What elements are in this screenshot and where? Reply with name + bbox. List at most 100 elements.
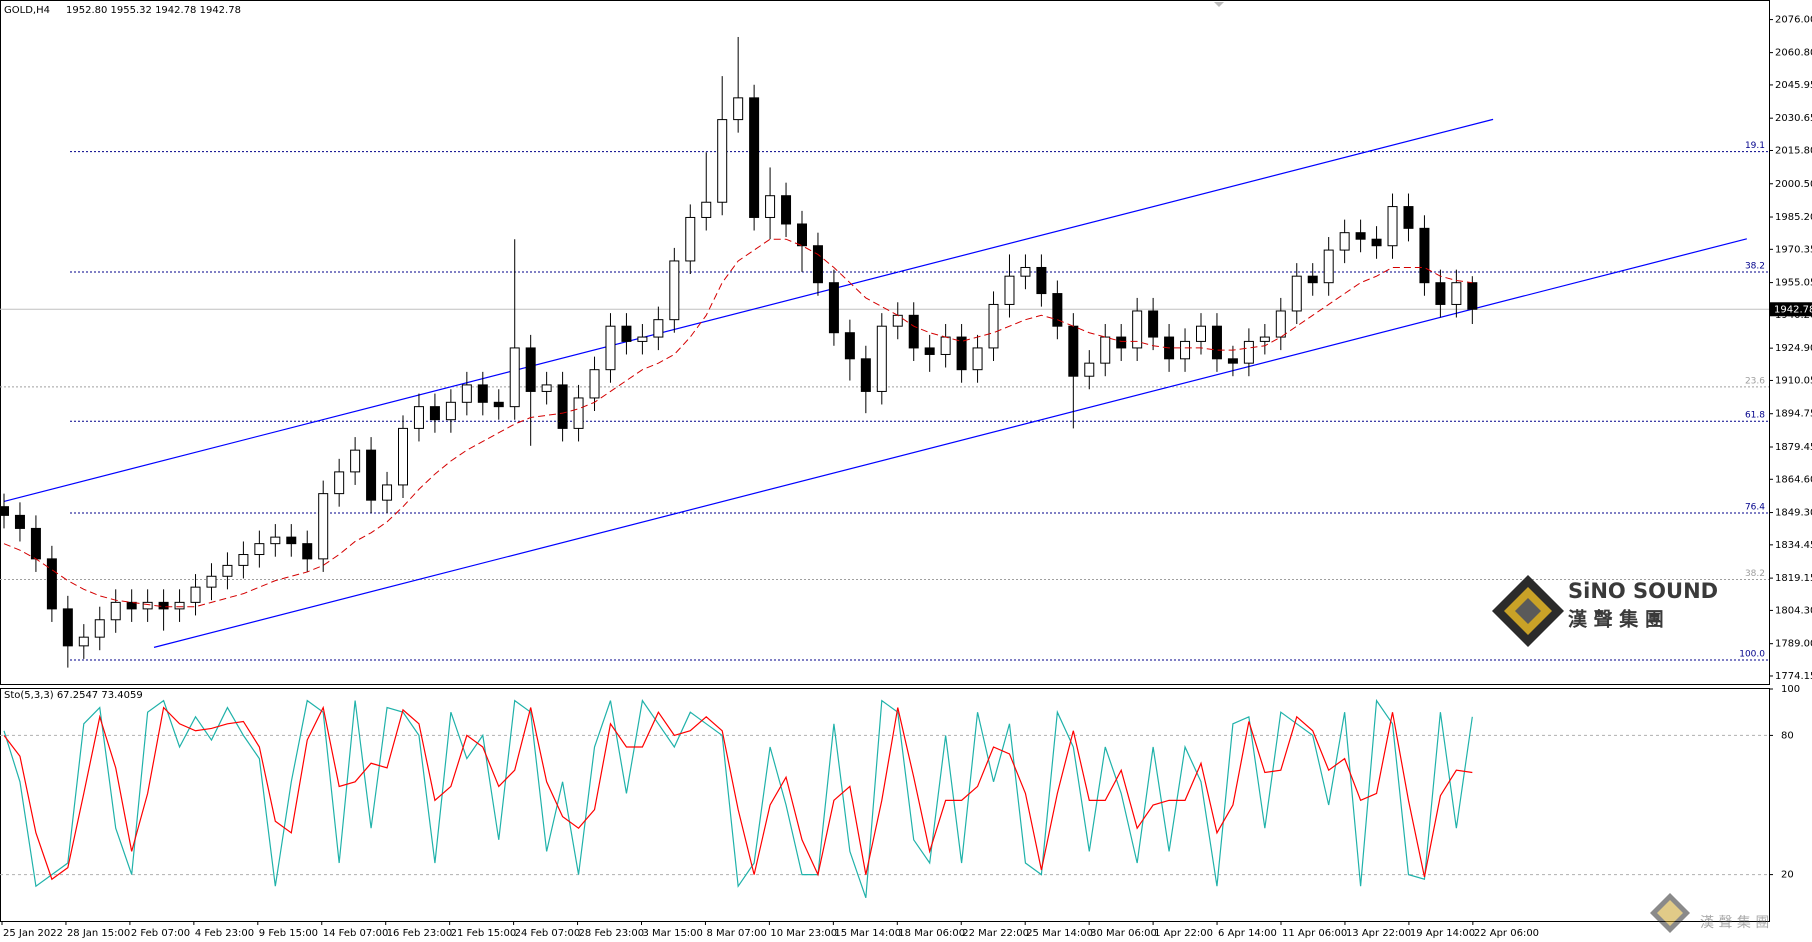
- time-label: 21 Feb 15:00: [451, 928, 517, 939]
- candle-body: [254, 543, 265, 556]
- time-label: 2 Feb 07:00: [131, 928, 190, 939]
- indicator-title: Sto(5,3,3) 67.2547 73.4059: [4, 690, 143, 701]
- indicator-tick-label: 20: [1781, 870, 1794, 881]
- level-label: 19.1: [1745, 141, 1765, 151]
- candle-body: [525, 347, 536, 392]
- moving-average: [3, 238, 1473, 608]
- candle-body: [1227, 358, 1238, 364]
- y-tick-label: 1879.45: [1775, 442, 1812, 453]
- candle-body: [1355, 232, 1366, 240]
- watermark: 漢 聲 集 團: [1650, 893, 1769, 933]
- candle-body: [1243, 340, 1254, 364]
- candle-body: [1307, 275, 1318, 284]
- time-label: 30 Mar 06:00: [1090, 928, 1157, 939]
- candle-body: [1196, 325, 1206, 342]
- time-label: 13 Apr 22:00: [1346, 928, 1411, 939]
- candle-body: [1084, 362, 1095, 377]
- candle-body: [1100, 336, 1111, 364]
- time-label: 9 Feb 15:00: [259, 928, 318, 939]
- candle-body: [781, 195, 792, 225]
- ohlc-values: 1952.80 1955.32 1942.78 1942.78: [66, 5, 241, 16]
- candle-body: [1387, 206, 1398, 247]
- candle-body: [509, 347, 520, 408]
- candle-body: [366, 449, 377, 501]
- candle-body: [972, 347, 983, 371]
- level-label: 38.2: [1745, 262, 1765, 272]
- candle-body: [940, 336, 951, 355]
- indicator-tick-label: 100: [1781, 684, 1800, 695]
- candle-body: [1068, 325, 1079, 377]
- candle-body: [286, 536, 297, 545]
- candle-body: [1211, 325, 1222, 360]
- time-label: 14 Feb 07:00: [323, 928, 389, 939]
- candle-body: [94, 619, 105, 638]
- candle-body: [318, 493, 329, 560]
- candle-body: [1004, 275, 1015, 305]
- y-tick-label: 1924.90: [1775, 343, 1812, 354]
- candle-body: [621, 325, 632, 342]
- shift-marker: [1214, 2, 1224, 7]
- candle-body: [1116, 336, 1127, 349]
- candle-body: [493, 401, 504, 408]
- candle-body: [1020, 266, 1031, 277]
- candle-body: [174, 601, 185, 610]
- candle-body: [445, 401, 456, 421]
- candle-body: [429, 406, 440, 421]
- logo-diamond-core: [1515, 598, 1541, 624]
- candle-body: [0, 506, 9, 516]
- candle-body: [1467, 282, 1478, 310]
- candle-body: [765, 195, 776, 218]
- candle-body: [1036, 266, 1047, 295]
- y-tick-label: 1910.05: [1775, 375, 1812, 386]
- candle-body: [828, 282, 839, 334]
- y-tick-label: 1774.15: [1775, 671, 1812, 682]
- symbol-title: GOLD,H4: [4, 5, 50, 16]
- level-label: 23.6: [1745, 376, 1765, 386]
- candle-body: [749, 97, 760, 218]
- time-label: 22 Mar 22:00: [962, 928, 1029, 939]
- stochastic-k: [3, 698, 1473, 898]
- candle-body: [477, 384, 488, 403]
- candle-body: [797, 223, 807, 247]
- candle-body: [398, 427, 408, 486]
- candle-body: [270, 536, 281, 545]
- candle-body: [1148, 310, 1159, 338]
- time-label: 18 Mar 06:00: [898, 928, 965, 939]
- time-label: 19 Apr 14:00: [1410, 928, 1475, 939]
- candle-body: [1371, 238, 1382, 247]
- candle-body: [350, 449, 361, 473]
- watermark-diamond-inner: [1657, 900, 1683, 926]
- candle-body: [1180, 340, 1191, 360]
- candle-body: [860, 358, 871, 392]
- candle-body: [1052, 293, 1063, 327]
- y-tick-label: 1789.00: [1775, 639, 1812, 650]
- candle-body: [382, 484, 393, 501]
- candle-body: [844, 332, 855, 360]
- candle-body: [685, 216, 696, 262]
- y-tick-label: 2015.80: [1775, 145, 1812, 156]
- candle-body: [892, 314, 903, 327]
- time-label: 28 Jan 15:00: [67, 928, 130, 939]
- candle-body: [1339, 232, 1350, 251]
- y-tick-label: 2030.65: [1775, 113, 1812, 124]
- y-tick-label: 2076.00: [1775, 15, 1812, 26]
- candle-body: [573, 397, 584, 429]
- candle-body: [413, 406, 424, 429]
- level-label: 100.0: [1739, 649, 1765, 659]
- time-label: 15 Mar 14:00: [834, 928, 901, 939]
- candle-body: [876, 325, 887, 392]
- level-label: 38.2: [1745, 569, 1765, 579]
- y-tick-label: 1970.35: [1775, 244, 1812, 255]
- y-tick-label: 1985.20: [1775, 212, 1812, 223]
- y-tick-label: 2000.50: [1775, 179, 1812, 190]
- watermark-text: 漢 聲 集 團: [1700, 914, 1769, 931]
- channel-line: [153, 238, 1747, 648]
- candle-body: [669, 260, 680, 321]
- time-label: 25 Mar 14:00: [1026, 928, 1093, 939]
- time-label: 24 Feb 07:00: [515, 928, 581, 939]
- candle-body: [605, 325, 616, 371]
- y-tick-label: 1849.30: [1775, 508, 1812, 519]
- candle-body: [126, 601, 137, 610]
- candle-body: [62, 608, 73, 647]
